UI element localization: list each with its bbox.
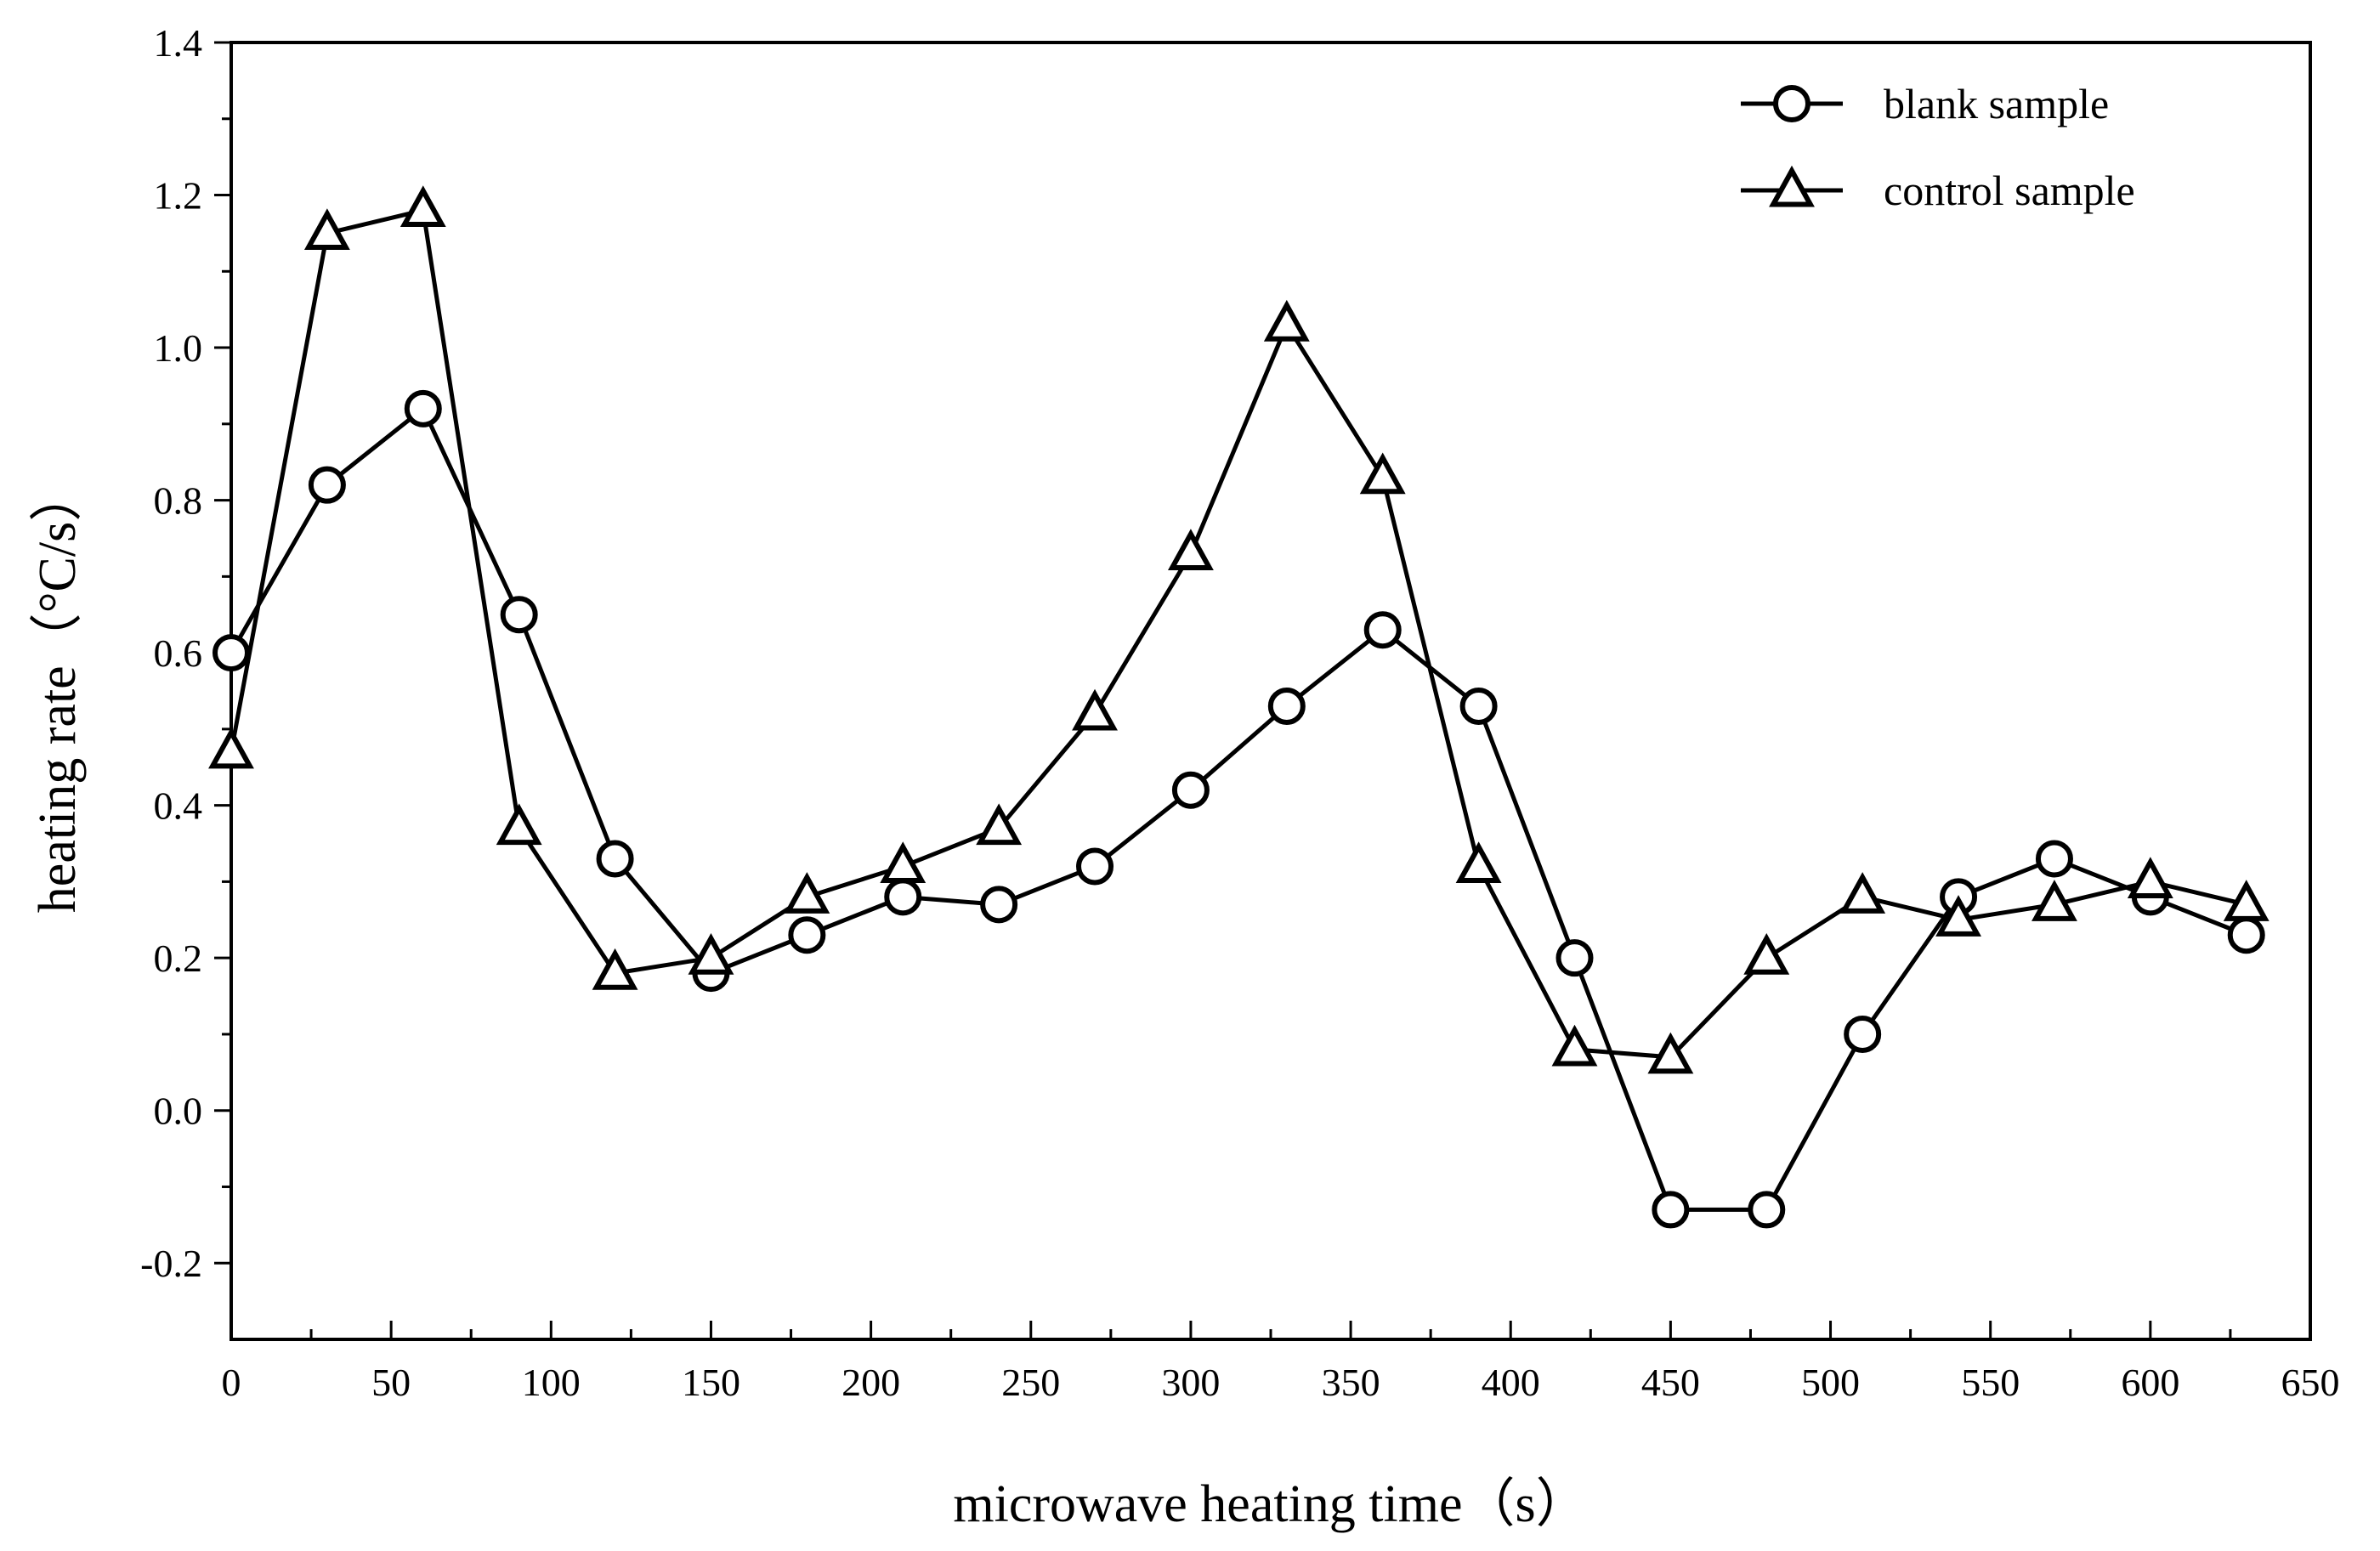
triangle-marker [1072,688,1118,731]
circle-marker [596,840,634,878]
triangle-marker [496,803,542,846]
legend-label: control sample [1884,167,2135,214]
triangle-marker [1743,932,1790,975]
series-line [229,406,2247,1212]
circle-marker [1748,1191,1786,1229]
x-tick-label: 200 [842,1361,900,1404]
y-tick-label: -0.2 [140,1242,202,1285]
x-tick-label: 100 [522,1361,581,1404]
triangle-marker [208,727,254,769]
triangle-marker [1839,872,1886,914]
triangle-marker [303,208,350,250]
circle-marker [980,886,1018,924]
x-tick-label: 400 [1482,1361,1540,1404]
triangle-marker [688,932,734,975]
circle-marker [308,466,346,504]
circle-marker [1652,1191,1690,1229]
triangle-marker [1551,1024,1598,1067]
legend-circle-marker [1773,85,1810,122]
triangle-marker [1455,841,1502,884]
series-triangle [208,185,2270,1074]
legend-item: control sample [1741,165,2135,214]
circle-marker [788,916,826,954]
y-axis-title: heating rate（°C/s） [29,469,87,913]
x-tick-label: 550 [1961,1361,2020,1404]
x-tick-label: 150 [682,1361,740,1404]
x-tick-label: 450 [1641,1361,1700,1404]
y-tick-label: 0.2 [154,937,203,980]
axis-ticks: 0 50 100 150 200 250 300 350 400 450 500 550 600 650 -… [140,21,2339,1404]
legend: blank sample control sample [1741,80,2135,214]
triangle-marker [976,803,1023,846]
circle-marker [2227,916,2265,954]
plot-frame [230,41,2312,1341]
triangle-marker [784,872,830,914]
y-tick-label: 0.6 [154,631,203,675]
x-tick-label: 500 [1801,1361,1860,1404]
circle-marker [1556,939,1594,977]
circle-marker [212,634,250,672]
x-tick-label: 300 [1161,1361,1220,1404]
circle-marker [1171,771,1210,809]
circle-marker [2035,840,2073,878]
triangle-marker [2223,880,2270,921]
x-axis-title: microwave heating time（s） [953,1475,1588,1533]
y-tick-label: 0.4 [154,784,203,828]
x-tick-label: 50 [371,1361,411,1404]
x-tick-label: 650 [2281,1361,2340,1404]
triangle-marker [592,948,638,990]
series-layer [208,185,2270,1229]
circle-marker [404,389,442,427]
y-tick-label: 0.8 [154,479,203,523]
x-tick-label: 350 [1322,1361,1380,1404]
y-tick-label: 1.2 [154,174,203,218]
triangle-marker [1935,895,1981,937]
y-tick-label: 1.4 [154,21,203,65]
legend-item: blank sample [1741,80,2109,127]
triangle-marker [880,841,926,884]
circle-marker [884,878,922,916]
triangle-marker [1167,529,1214,570]
series-line [229,207,2247,1060]
triangle-marker [1263,299,1310,342]
x-tick-label: 250 [1001,1361,1060,1404]
circle-marker [1844,1015,1882,1053]
triangle-marker [2032,880,2077,921]
circle-marker [1267,687,1306,725]
triangle-marker [1647,1032,1694,1074]
x-tick-label: 600 [2121,1361,2179,1404]
triangle-marker [2127,857,2173,898]
y-tick-label: 1.0 [154,326,203,370]
legend-triangle-marker [1769,165,1815,207]
circle-marker [500,596,538,634]
triangle-marker [1359,452,1406,495]
circle-marker [1363,611,1402,649]
y-tick-label: 0.0 [154,1090,203,1133]
circle-marker [1076,847,1114,886]
circle-marker [1459,687,1498,725]
triangle-marker [400,185,446,228]
legend-label: blank sample [1884,80,2109,127]
x-tick-label: 0 [222,1361,241,1404]
